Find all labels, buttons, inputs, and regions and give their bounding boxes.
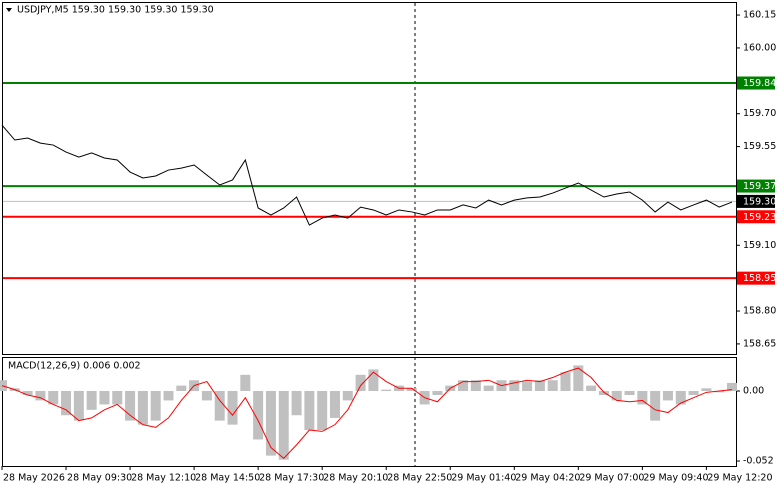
histogram-bar [406,388,417,391]
histogram-bar [650,390,661,421]
histogram-bar [598,390,609,396]
y-tick-label: 159.55 [743,141,776,152]
histogram-bar [688,390,699,396]
histogram-bar [61,390,72,416]
y-tick-label: 160.00 [743,42,776,53]
macd-title: MACD(12,26,9) 0.006 0.002 [8,361,141,372]
level-label-box [737,76,775,90]
histogram-bar [291,390,302,416]
histogram-bar [201,390,212,401]
histogram-bar [509,380,520,391]
x-tick-label: 28 May 22:50 [387,473,452,484]
y-tick-label: 0.00 [743,385,764,396]
histogram-bar [317,390,328,431]
y-tick-label: 160.15 [743,10,776,21]
histogram-bar [342,390,353,401]
histogram-bar [278,390,289,460]
histogram-bar [662,390,673,401]
histogram-bar [73,390,84,421]
histogram-bar [99,390,110,405]
histogram-bar [586,385,597,391]
histogram-bar [560,372,571,391]
histogram-bar [304,390,315,431]
signal-line [1,367,733,460]
price-line [1,124,733,226]
histogram-bar [458,380,469,391]
x-tick-label: 28 May 09:30 [67,473,132,484]
x-tick-label: 28 May 17:30 [259,473,324,484]
histogram-bar [714,390,725,393]
histogram-bar [470,380,481,391]
x-tick-label: 28 May 2026 [3,473,65,484]
level-label: 159.23 [743,212,776,223]
macd-frame [2,357,737,467]
level-label: 159.84 [743,78,776,89]
level-label-box [737,210,775,224]
histogram-bar [265,390,276,456]
histogram-bar [675,390,686,405]
x-tick-label: 28 May 14:50 [195,473,260,484]
histogram-bar [112,390,123,405]
histogram-bar [227,390,238,425]
histogram-bar [253,390,264,440]
current-price-box [737,194,775,208]
x-tick-label: 29 May 07:00 [579,473,644,484]
histogram-bar [483,385,494,391]
histogram-bar [637,390,648,405]
chart-title: USDJPY,M5 159.30 159.30 159.30 159.30 [17,5,214,16]
level-label-box [737,179,775,193]
x-tick-label: 28 May 20:10 [323,473,388,484]
histogram-bar [35,390,46,401]
current-price-label: 159.30 [743,196,776,207]
histogram-bar [240,374,251,391]
y-tick-label: 158.80 [743,306,776,317]
histogram-bar [150,390,161,421]
histogram-bar [329,390,340,418]
histogram-bar [534,380,545,391]
histogram-bar [176,385,187,391]
histogram-bar [624,390,635,396]
histogram-bar [522,381,533,391]
histogram-bar [432,390,443,396]
histogram-bar [163,390,174,401]
level-label: 159.37 [743,181,776,192]
y-tick-label: 158.65 [743,338,776,349]
x-tick-label: 29 May 01:40 [451,473,516,484]
histogram-bar [355,374,366,391]
histogram-bar [573,365,584,391]
menu-arrow [6,8,12,12]
y-tick-label: 159.10 [743,240,776,251]
histogram-bar [368,369,379,391]
histogram-bar [125,390,136,421]
level-label-box [737,271,775,285]
x-tick-label: 29 May 09:40 [643,473,708,484]
histogram-bar [86,390,97,410]
y-tick-label: 159.70 [743,108,776,119]
histogram-bar [727,382,737,391]
histogram-bar [214,390,225,421]
histogram-bar [611,390,622,401]
histogram-bar [381,389,392,391]
histogram-bar [22,390,33,396]
x-tick-label: 28 May 12:10 [131,473,196,484]
histogram-bar [547,380,558,391]
price-frame [2,2,737,355]
x-tick-label: 29 May 12:20 [707,473,772,484]
histogram-bar [137,390,148,425]
x-tick-label: 29 May 04:20 [515,473,580,484]
histogram-bar [48,390,59,405]
y-tick-label: -0.052 [743,456,774,467]
level-label: 158.95 [743,273,776,284]
histogram-bar [701,388,712,391]
